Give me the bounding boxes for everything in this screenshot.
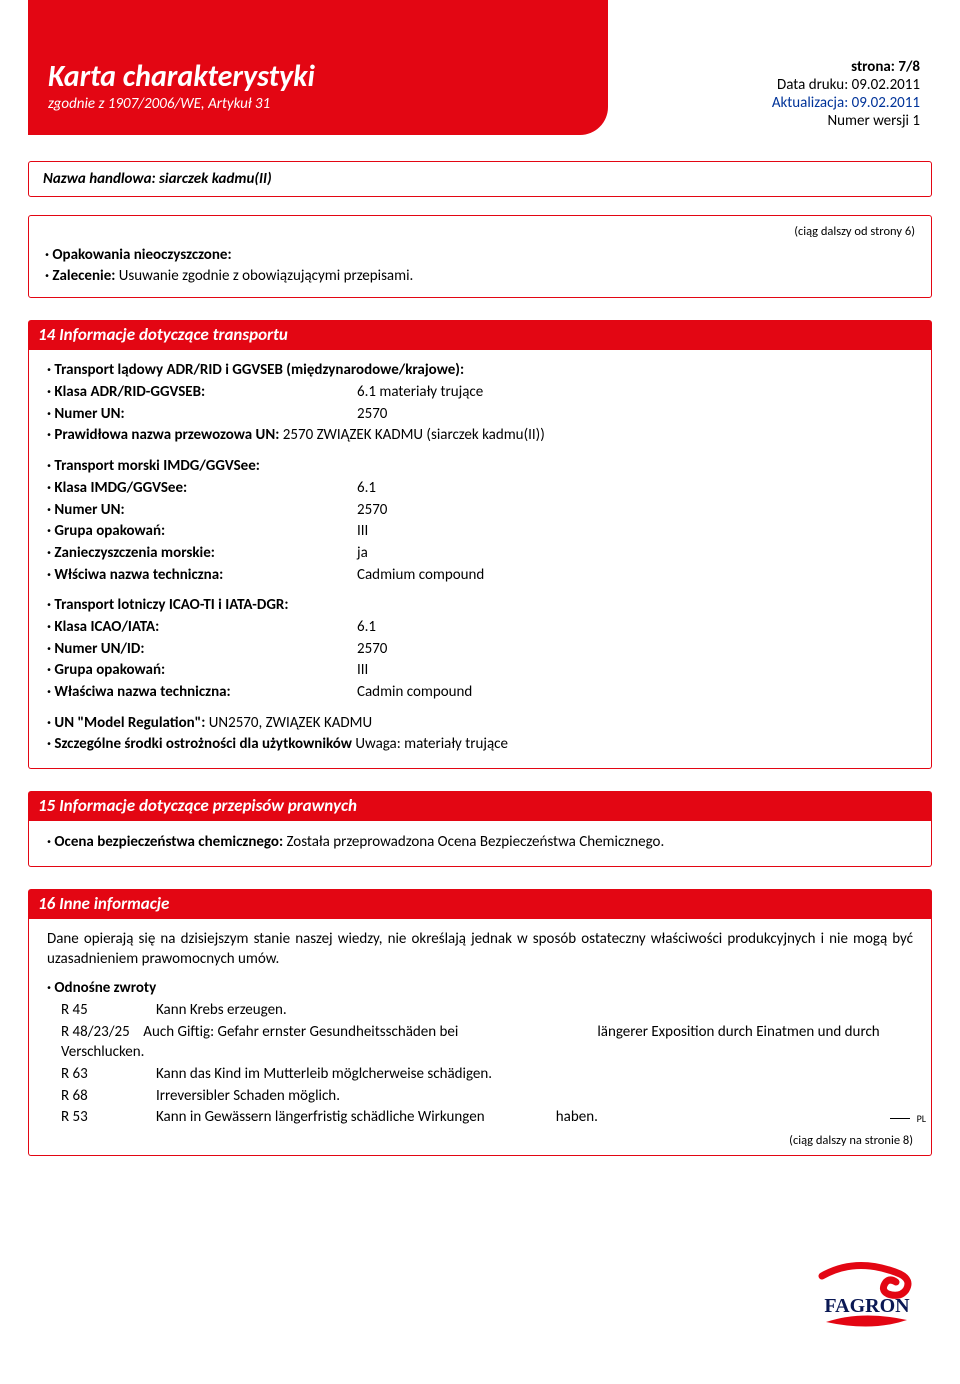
imdg-mp-value: ja [357, 543, 913, 564]
adr-un-label: · Numer UN: [47, 404, 357, 425]
phrases-title: · Odnośne zwroty [47, 978, 913, 999]
imdg-un-label: · Numer UN: [47, 500, 357, 521]
icao-class-label: · Klasa ICAO/IATA: [47, 617, 357, 638]
title-block: Karta charakterystyki zgodnie z 1907/200… [28, 0, 608, 135]
adr-class-label: · Klasa ADR/RID-GGVSEB: [47, 382, 357, 403]
revision-date: Aktualizacja: 09.02.2011 [772, 94, 920, 112]
r45-code: R 45 [61, 1000, 156, 1021]
icao-un-value: 2570 [357, 639, 913, 660]
un-model-value: UN2570, ZWIĄZEK KADMU [209, 714, 372, 732]
r68-code: R 68 [61, 1086, 156, 1107]
r53-text: Kann in Gewässern längerfristig schädlic… [156, 1107, 913, 1128]
un-model-label: · UN "Model Regulation": [47, 714, 209, 732]
disclaimer-text: Dane opierają się na dzisiejszym stanie … [47, 929, 913, 970]
imdg-tn-label: · Włściwa nazwa techniczna: [47, 565, 357, 586]
imdg-class-label: · Klasa IMDG/GGVSee: [47, 478, 357, 499]
adr-class-value: 6.1 materiały trujące [357, 382, 913, 403]
section-16-header: 16 Inne informacje [28, 889, 932, 919]
adr-un-value: 2570 [357, 404, 913, 425]
country-code: PL [917, 1112, 926, 1125]
r45-text: Kann Krebs erzeugen. [156, 1000, 913, 1021]
page-number: strona: 7/8 [772, 58, 920, 76]
header-meta: strona: 7/8 Data druku: 09.02.2011 Aktua… [772, 58, 920, 130]
uncleaned-packaging-label: · Opakowania nieoczyszczone: [45, 246, 232, 264]
section-14-header: 14 Informacje dotyczące transportu [28, 320, 932, 350]
r63-code: R 63 [61, 1064, 156, 1085]
icao-tn-label: · Właściwa nazwa techniczna: [47, 682, 357, 703]
imdg-pg-label: · Grupa opakowań: [47, 521, 357, 542]
fagron-logo: FAGRON [812, 1254, 922, 1334]
imdg-mp-label: · Zanieczyszczenia morskie: [47, 543, 357, 564]
section-15-header: 15 Informacje dotyczące przepisów prawny… [28, 791, 932, 821]
imdg-tn-value: Cadmium compound [357, 565, 913, 586]
recommendation-label: · Zalecenie: [45, 267, 119, 285]
icao-pg-value: III [357, 660, 913, 681]
adr-title: · Transport lądowy ADR/RID i GGVSEB (mię… [47, 360, 913, 381]
recommendation-text: Usuwanie zgodnie z obowiązującymi przepi… [119, 267, 414, 285]
section-15: 15 Informacje dotyczące przepisów prawny… [28, 791, 932, 867]
continued-from: (ciąg dalszy od strony 6) [45, 224, 915, 241]
icao-title: · Transport lotniczy ICAO-TI i IATA-DGR: [47, 595, 913, 616]
document-header: Karta charakterystyki zgodnie z 1907/200… [0, 0, 960, 155]
csa-value: Została przeprowadzona Ocena Bezpieczeńs… [286, 833, 664, 851]
imdg-un-value: 2570 [357, 500, 913, 521]
icao-tn-value: Cadmin compound [357, 682, 913, 703]
logo-text: FAGRON [824, 1295, 910, 1317]
adr-psn-value: 2570 ZWIĄZEK KADMU (siarczek kadmu(II)) [283, 426, 545, 444]
icao-pg-label: · Grupa opakowań: [47, 660, 357, 681]
precautions-value: Uwaga: materiały trujące [355, 735, 508, 753]
r48-line: R 48/23/25 Auch Giftig: Gefahr ernster G… [61, 1022, 913, 1063]
r63-text: Kann das Kind im Mutterleib möglcherweis… [156, 1064, 913, 1085]
r53-code: R 53 [61, 1107, 156, 1128]
section-14: 14 Informacje dotyczące transportu · Tra… [28, 320, 932, 769]
precautions-label: · Szczególne środki ostrożności dla użyt… [47, 735, 355, 753]
continued-on: (ciąg dalszy na stronie 8) [789, 1132, 913, 1149]
version-number: Numer wersji 1 [772, 112, 920, 130]
trade-name-box: Nazwa handlowa: siarczek kadmu(II) [28, 161, 932, 197]
icao-un-label: · Numer UN/ID: [47, 639, 357, 660]
section-16: 16 Inne informacje Dane opierają się na … [28, 889, 932, 1156]
print-date: Data druku: 09.02.2011 [772, 76, 920, 94]
r68-text: Irreversibler Schaden möglich. [156, 1086, 913, 1107]
document-subtitle: zgodnie z 1907/2006/WE, Artykuł 31 [48, 95, 588, 113]
imdg-class-value: 6.1 [357, 478, 913, 499]
imdg-title: · Transport morski IMDG/GGVSee: [47, 456, 913, 477]
imdg-pg-value: III [357, 521, 913, 542]
icao-class-value: 6.1 [357, 617, 913, 638]
csa-label: · Ocena bezpieczeństwa chemicznego: [47, 833, 286, 851]
continuation-box: (ciąg dalszy od strony 6) · Opakowania n… [28, 215, 932, 298]
adr-psn-label: · Prawidłowa nazwa przewozowa UN: [47, 426, 283, 444]
document-title: Karta charakterystyki [48, 60, 588, 93]
pl-divider [890, 1118, 910, 1119]
